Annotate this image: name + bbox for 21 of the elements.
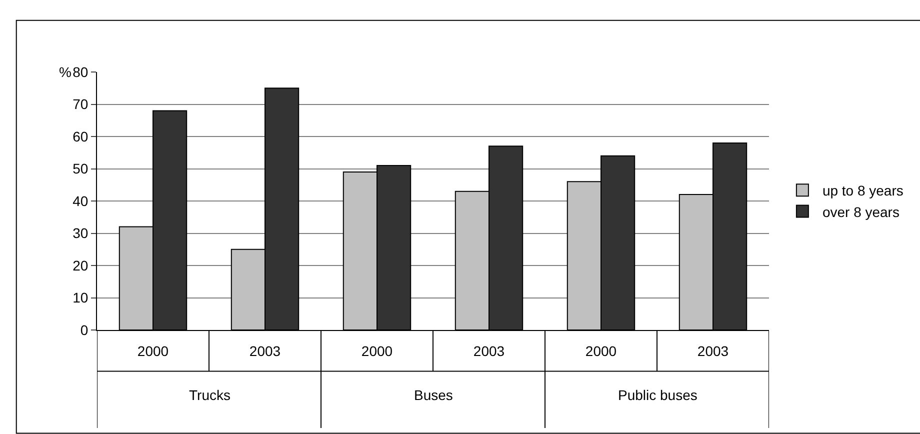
y-axis-title: % [59, 64, 72, 80]
y-tick-label: 20 [72, 257, 88, 274]
legend-label: over 8 years [822, 204, 900, 220]
y-tick-label: 0 [80, 322, 88, 338]
y-tick-label: 70 [72, 96, 88, 112]
y-tick-label: 10 [72, 290, 88, 306]
text: Trucks [189, 387, 230, 403]
text: Public buses [618, 387, 698, 403]
legend-label: up to 8 years [822, 182, 904, 199]
x-tick-label: 2003 [473, 342, 505, 359]
x-tick-label: 2000 [585, 342, 617, 359]
y-tick-label: 40 [72, 192, 88, 209]
x-tick-label: 2000 [137, 342, 169, 359]
x-tick-label: 2003 [697, 342, 729, 359]
x-tick-label: 2000 [361, 342, 393, 359]
text: Buses [414, 387, 453, 403]
y-tick-label: 60 [72, 128, 88, 144]
y-tick-label: 50 [72, 160, 88, 177]
y-tick-label: 80 [72, 64, 88, 80]
x-tick-label: 2003 [249, 342, 281, 359]
y-tick-label: 30 [72, 225, 88, 242]
